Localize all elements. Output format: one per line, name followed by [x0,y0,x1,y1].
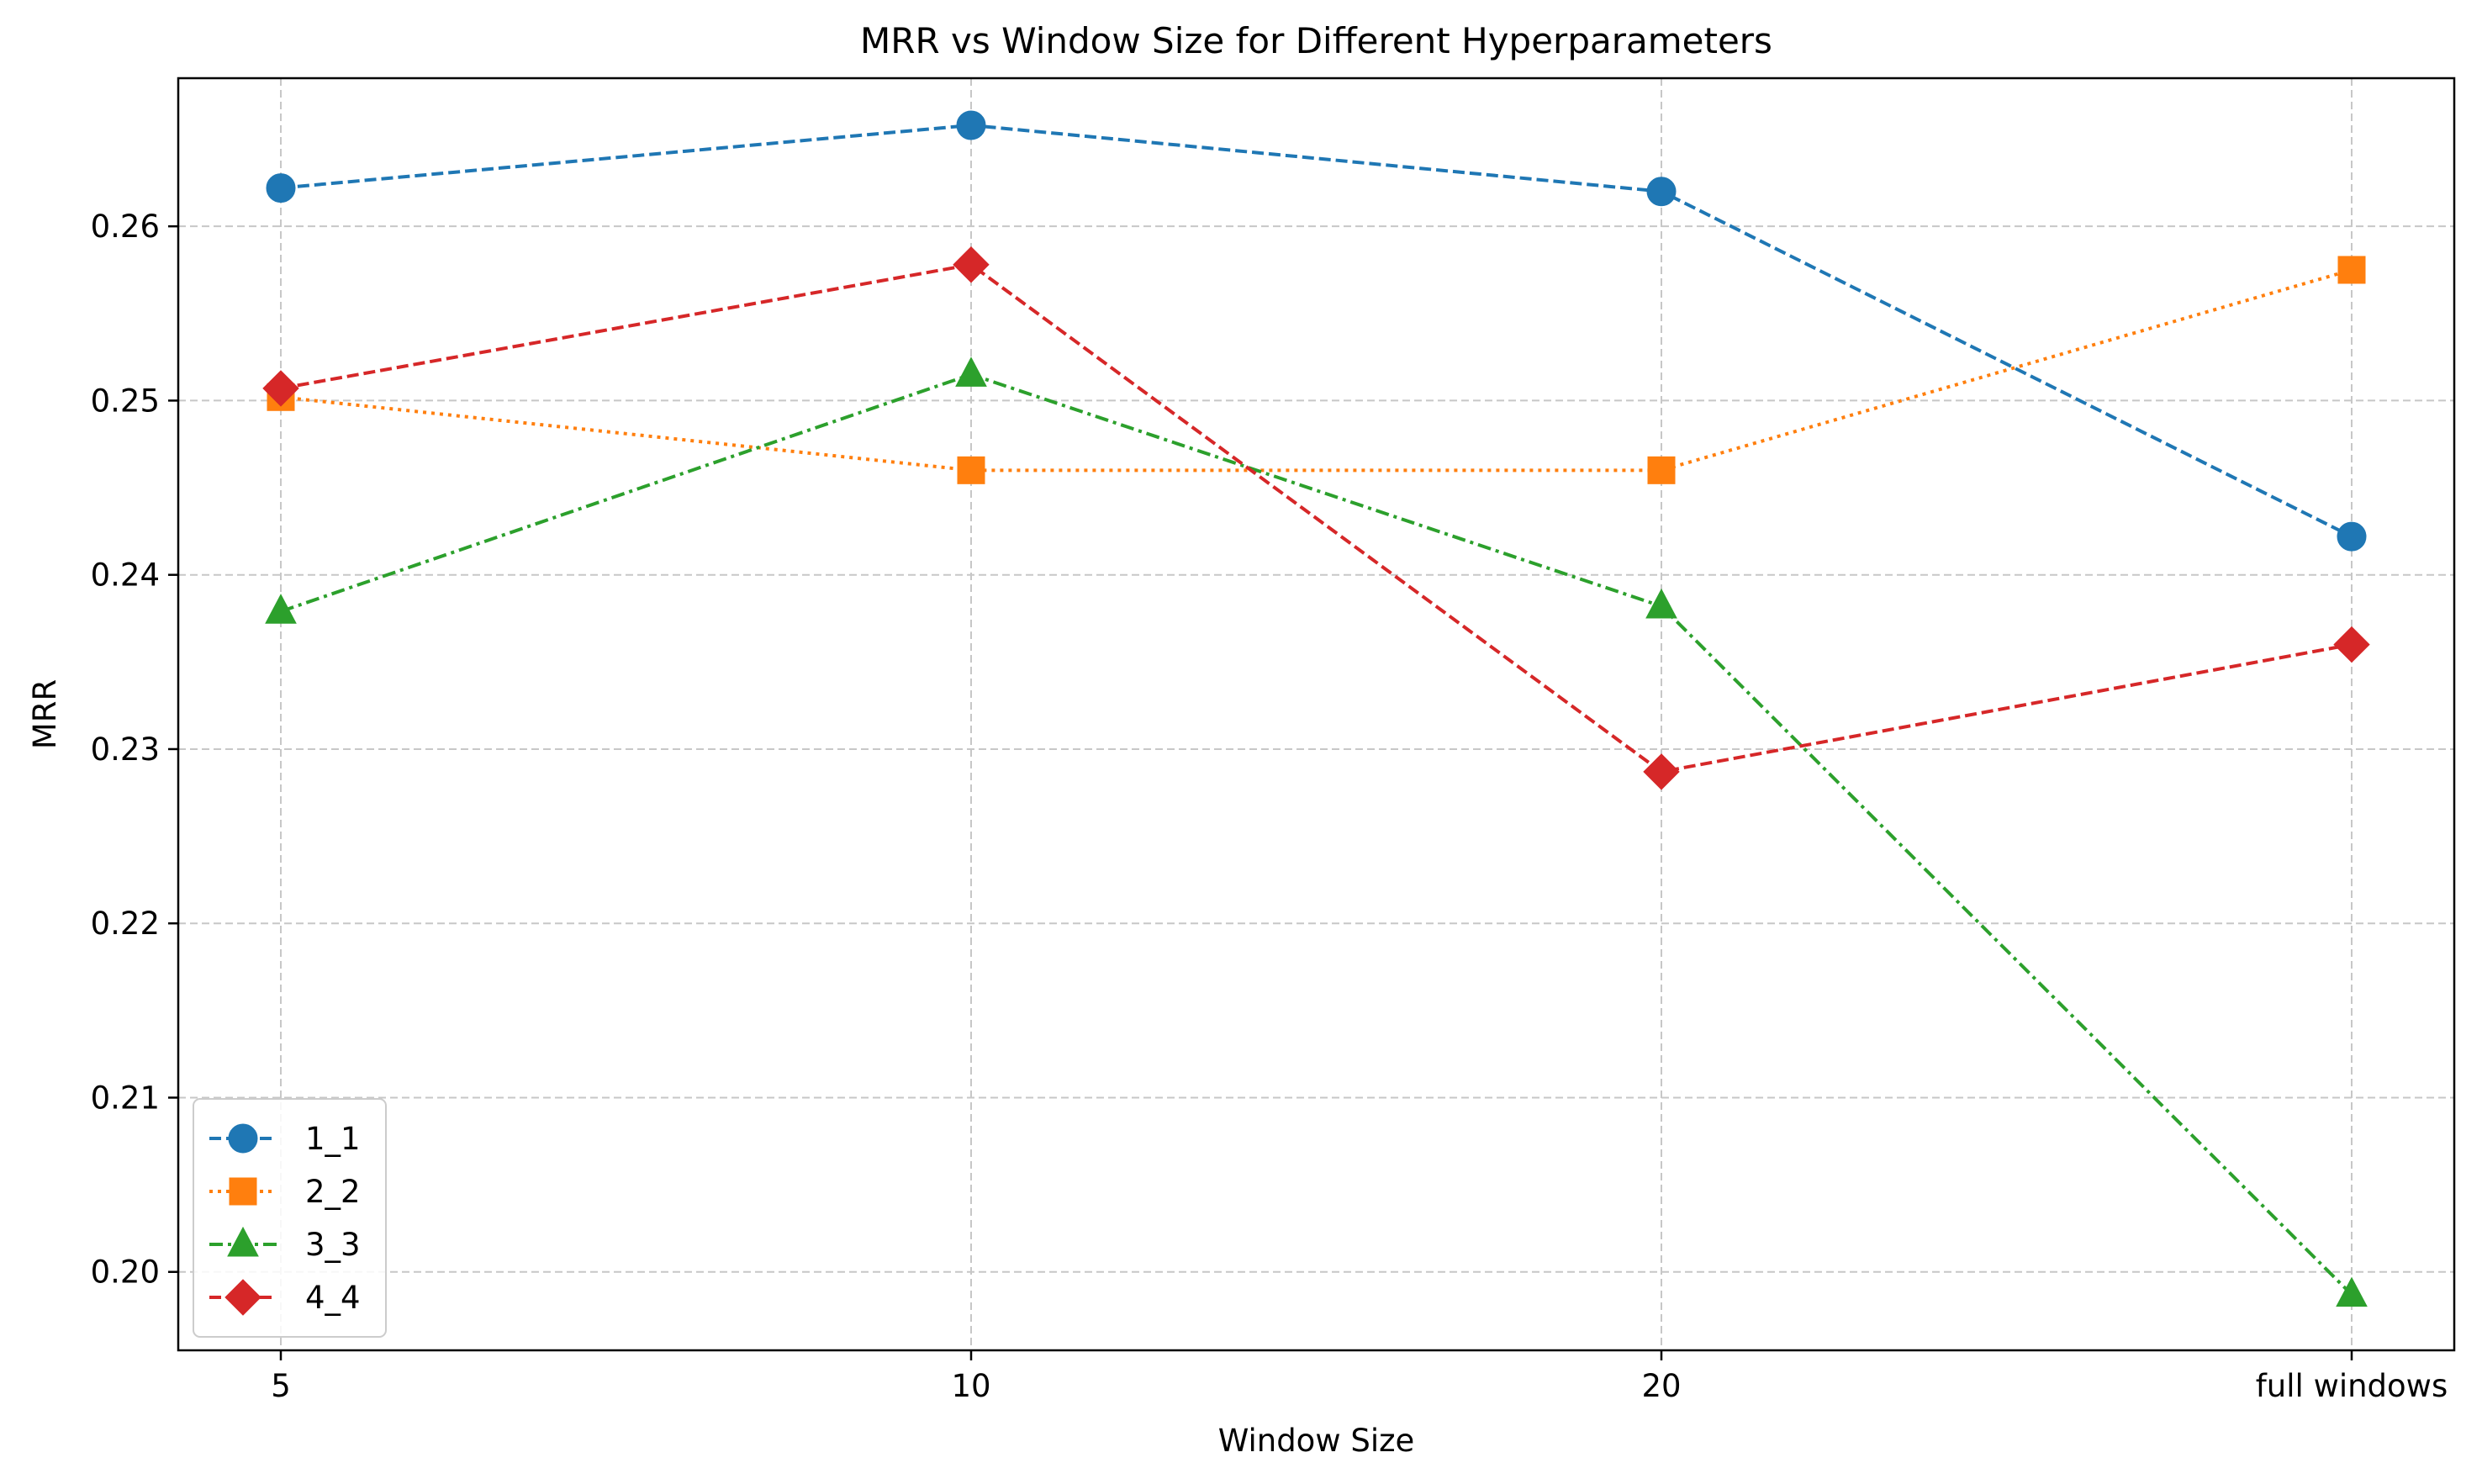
series-line-4_4 [280,262,2353,774]
series-4_4 [262,246,2370,790]
legend-label: 4_4 [305,1280,361,1316]
legend-marker [227,1226,259,1257]
legend-marker [224,1279,261,1316]
series-line-2_2 [280,268,2353,473]
y-tick-label: 0.22 [91,906,160,942]
y-axis-label: MRR [27,679,63,749]
data-point-1_1 [1646,177,1677,207]
data-point-2_2 [2337,256,2366,284]
legend-label: 2_2 [305,1174,361,1210]
series-line-3_3 [280,372,2353,1297]
x-tick-label: 10 [951,1368,990,1404]
data-point-1_1 [956,110,986,140]
legend-item-4_4: 4_4 [209,1279,361,1316]
legend-marker [228,1123,258,1154]
y-tick-label: 0.20 [91,1254,160,1291]
series-1_1 [266,110,2367,552]
plot-frame [177,77,2456,1352]
data-point-3_3 [2336,1276,2368,1307]
y-tick-label: 0.24 [91,557,160,594]
axis-ticks: 5 10 20 full windows 0.20 0.21 0.22 0.23 0.24 0.2… [91,209,2448,1404]
legend-item-2_2: 2_2 [209,1174,361,1210]
y-tick-label: 0.26 [91,209,160,245]
series-3_3 [265,356,2368,1307]
y-tick-label: 0.23 [91,731,160,768]
data-point-4_4 [1643,753,1680,790]
series-line-1_1 [280,123,2353,538]
data-point-1_1 [266,173,296,203]
legend-box [193,1098,387,1338]
x-tick-label: full windows [2256,1368,2448,1404]
x-axis-label: Window Size [1218,1423,1415,1459]
data-point-2_2 [1647,456,1676,484]
legend-label: 1_1 [305,1121,361,1157]
legend-label: 3_3 [305,1227,361,1263]
data-point-4_4 [2333,626,2370,663]
data-point-3_3 [265,594,297,624]
x-tick-label: 20 [1641,1368,1681,1404]
chart-title: MRR vs Window Size for Different Hyperpa… [860,20,1772,61]
grid [178,78,2454,1350]
legend-item-1_1: 1_1 [209,1121,361,1157]
legend-item-3_3: 3_3 [209,1226,361,1263]
data-point-4_4 [262,370,299,407]
data-point-3_3 [955,356,987,387]
data-point-1_1 [2337,521,2367,552]
x-tick-label: 5 [271,1368,291,1404]
data-point-2_2 [957,456,985,484]
legend: 1_1 2_2 3_3 4_4 [193,1098,387,1338]
legend-marker [229,1177,257,1206]
y-tick-label: 0.21 [91,1080,160,1116]
series-layer [262,110,2370,1307]
data-point-3_3 [1645,588,1677,619]
y-tick-label: 0.25 [91,383,160,419]
data-point-4_4 [953,246,990,283]
